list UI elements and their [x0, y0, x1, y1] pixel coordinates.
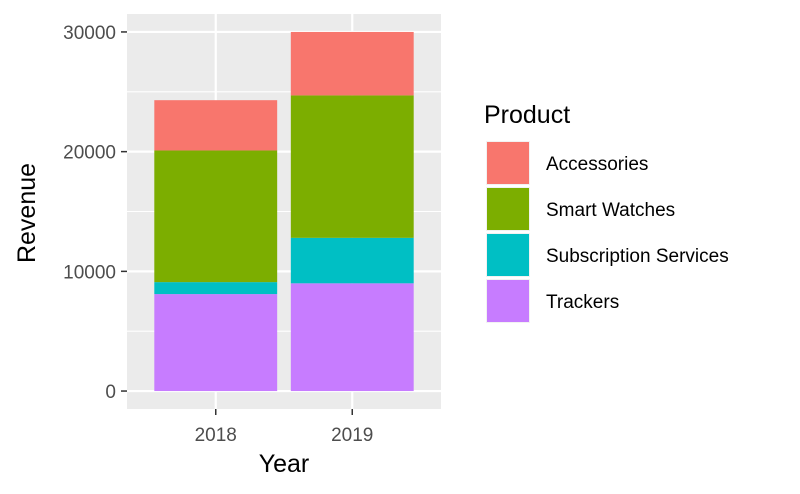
- legend-label: Subscription Services: [546, 246, 729, 267]
- legend-swatch: [487, 188, 529, 230]
- x-tick-label: 2019: [331, 425, 373, 446]
- bar-smart-watches-2018: [154, 150, 278, 283]
- legend-swatch: [487, 234, 529, 276]
- bar-trackers-2018: [154, 294, 278, 392]
- bar-smart-watches-2019: [290, 95, 414, 238]
- legend-title: Product: [484, 101, 570, 129]
- bar-accessories-2019: [290, 31, 414, 96]
- bar-subscription-services-2018: [154, 282, 278, 295]
- bar-subscription-services-2019: [290, 237, 414, 284]
- x-tick-label: 2018: [195, 425, 237, 446]
- legend-label: Trackers: [546, 292, 619, 313]
- x-axis: 2018 2019: [195, 409, 373, 446]
- y-axis: 0 10000 20000 30000: [63, 23, 127, 403]
- legend-label: Accessories: [546, 154, 648, 175]
- legend-swatch: [487, 280, 529, 322]
- y-axis-title: Revenue: [13, 163, 41, 263]
- bar-accessories-2018: [154, 100, 278, 151]
- legend-label: Smart Watches: [546, 200, 675, 221]
- x-axis-title: Year: [259, 450, 310, 478]
- y-tick-label: 0: [105, 382, 116, 403]
- y-tick-label: 10000: [63, 262, 116, 283]
- legend-swatch: [487, 142, 529, 184]
- y-tick-label: 30000: [63, 23, 116, 44]
- legend: Product Accessories Smart Watches Subscrip…: [484, 101, 729, 323]
- bar-trackers-2019: [290, 283, 414, 392]
- y-tick-label: 20000: [63, 143, 116, 164]
- bars: [154, 31, 414, 392]
